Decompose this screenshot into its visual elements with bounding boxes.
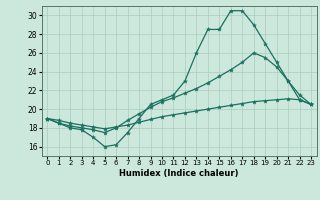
X-axis label: Humidex (Indice chaleur): Humidex (Indice chaleur) xyxy=(119,169,239,178)
